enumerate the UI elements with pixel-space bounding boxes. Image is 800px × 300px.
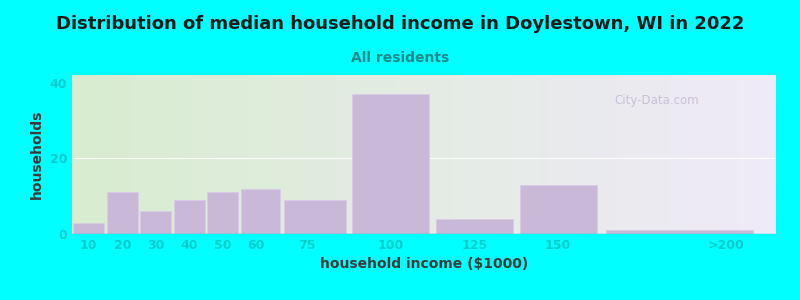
Bar bbox=[74, 223, 104, 234]
Text: Distribution of median household income in Doylestown, WI in 2022: Distribution of median household income … bbox=[56, 15, 744, 33]
Bar bbox=[140, 211, 171, 234]
Bar bbox=[174, 200, 205, 234]
Y-axis label: households: households bbox=[30, 110, 44, 199]
X-axis label: household income ($1000): household income ($1000) bbox=[320, 257, 528, 272]
Bar bbox=[107, 192, 138, 234]
Text: All residents: All residents bbox=[351, 51, 449, 65]
Bar bbox=[436, 219, 513, 234]
Bar bbox=[242, 189, 280, 234]
Bar bbox=[606, 230, 753, 234]
Text: City-Data.com: City-Data.com bbox=[614, 94, 698, 107]
Bar bbox=[352, 94, 429, 234]
Bar bbox=[284, 200, 346, 234]
Bar bbox=[207, 192, 238, 234]
Bar bbox=[519, 185, 597, 234]
